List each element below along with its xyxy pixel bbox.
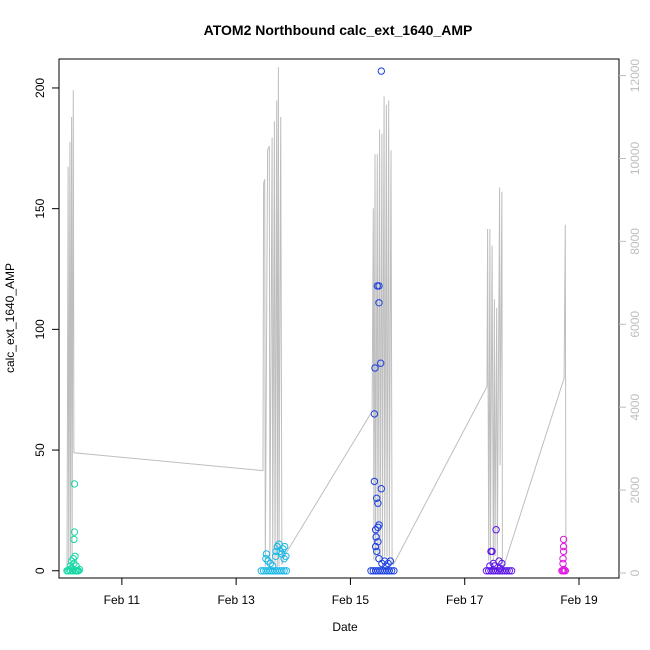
data-point [278, 567, 286, 575]
data-point [503, 567, 511, 575]
y-tick-label: 50 [33, 443, 47, 457]
data-point [372, 533, 380, 541]
y-tick-label: 0 [33, 567, 47, 574]
y2-tick-label: 0 [628, 569, 642, 576]
data-point [373, 547, 381, 556]
data-point [561, 567, 569, 575]
secondary-series-line [66, 67, 567, 571]
data-point [559, 535, 568, 544]
data-point [384, 559, 392, 568]
data-point [74, 567, 83, 575]
y2-tick-label: 8000 [628, 228, 642, 255]
data-point [367, 567, 375, 575]
data-point [282, 552, 290, 560]
data-point [371, 526, 380, 534]
data-point [377, 485, 385, 493]
data-point [262, 555, 270, 563]
y2-tick-label: 6000 [628, 311, 642, 338]
x-tick-label: Feb 19 [560, 593, 598, 607]
x-axis-label: Date [332, 620, 358, 634]
data-point [70, 535, 78, 544]
data-point [75, 565, 84, 574]
data-point [381, 567, 389, 575]
plot-frame [58, 58, 620, 579]
chart-title: ATOM2 Northbound calc_ext_1640_AMP [204, 22, 473, 38]
data-point [374, 499, 382, 507]
data-point [264, 567, 272, 575]
y2-tick-label: 4000 [628, 394, 642, 421]
data-point [370, 410, 379, 418]
data-point [269, 562, 277, 570]
data-point [390, 567, 398, 575]
data-point [71, 552, 79, 560]
data-point [375, 521, 383, 529]
plot-layer: Feb 11 Feb 13 Feb 15 Feb 17 Feb 19 0 50 100 150 2… [33, 58, 642, 607]
y2-tick-label: 12000 [628, 59, 642, 93]
data-point [385, 567, 393, 575]
data-point [498, 567, 507, 575]
data-point [371, 542, 380, 551]
data-point [559, 555, 567, 563]
data-point [505, 567, 513, 575]
data-point [70, 480, 79, 488]
y-tick-label: 100 [33, 319, 47, 339]
data-point [485, 567, 493, 575]
y2-tick-label: 10000 [628, 141, 642, 175]
data-point [375, 299, 383, 307]
data-point [496, 567, 504, 575]
data-point [492, 526, 500, 534]
data-point [386, 557, 395, 565]
data-point [371, 364, 379, 372]
data-point [487, 567, 495, 575]
data-point [280, 567, 288, 575]
data-point [559, 547, 568, 556]
y-tick-label: 150 [33, 198, 47, 218]
data-point [488, 547, 496, 556]
data-point [280, 555, 288, 563]
data-point [507, 567, 516, 575]
data-point [559, 542, 568, 551]
data-point [377, 359, 385, 367]
data-point [498, 559, 506, 568]
data-point [271, 552, 280, 560]
data-point [272, 547, 280, 556]
y-tick-label: 200 [33, 78, 47, 98]
data-point [387, 567, 396, 575]
data-point [560, 565, 568, 574]
data-point [370, 477, 379, 486]
data-point [382, 562, 390, 570]
data-point [378, 567, 387, 575]
y-axis-label: calc_ext_1640_AMP [3, 263, 17, 373]
data-point [66, 562, 75, 570]
data-point [264, 557, 272, 565]
data-point [72, 567, 80, 575]
x-tick-label: Feb 15 [332, 593, 370, 607]
data-point [496, 564, 504, 572]
data-point [282, 567, 291, 575]
data-point [377, 67, 385, 75]
x-tick-label: Feb 11 [104, 593, 141, 607]
data-point [375, 282, 383, 290]
y2-tick-label: 2000 [628, 476, 642, 503]
data-point [373, 494, 381, 502]
data-point [266, 559, 275, 568]
data-point [482, 567, 491, 575]
data-point [70, 528, 79, 536]
x-tick-label: Feb 13 [217, 593, 255, 607]
data-point [376, 567, 384, 575]
data-point [374, 538, 382, 546]
data-point [262, 550, 271, 558]
data-point [281, 542, 289, 551]
data-point [383, 567, 391, 575]
data-point [269, 567, 277, 575]
x-tick-label: Feb 17 [446, 593, 484, 607]
